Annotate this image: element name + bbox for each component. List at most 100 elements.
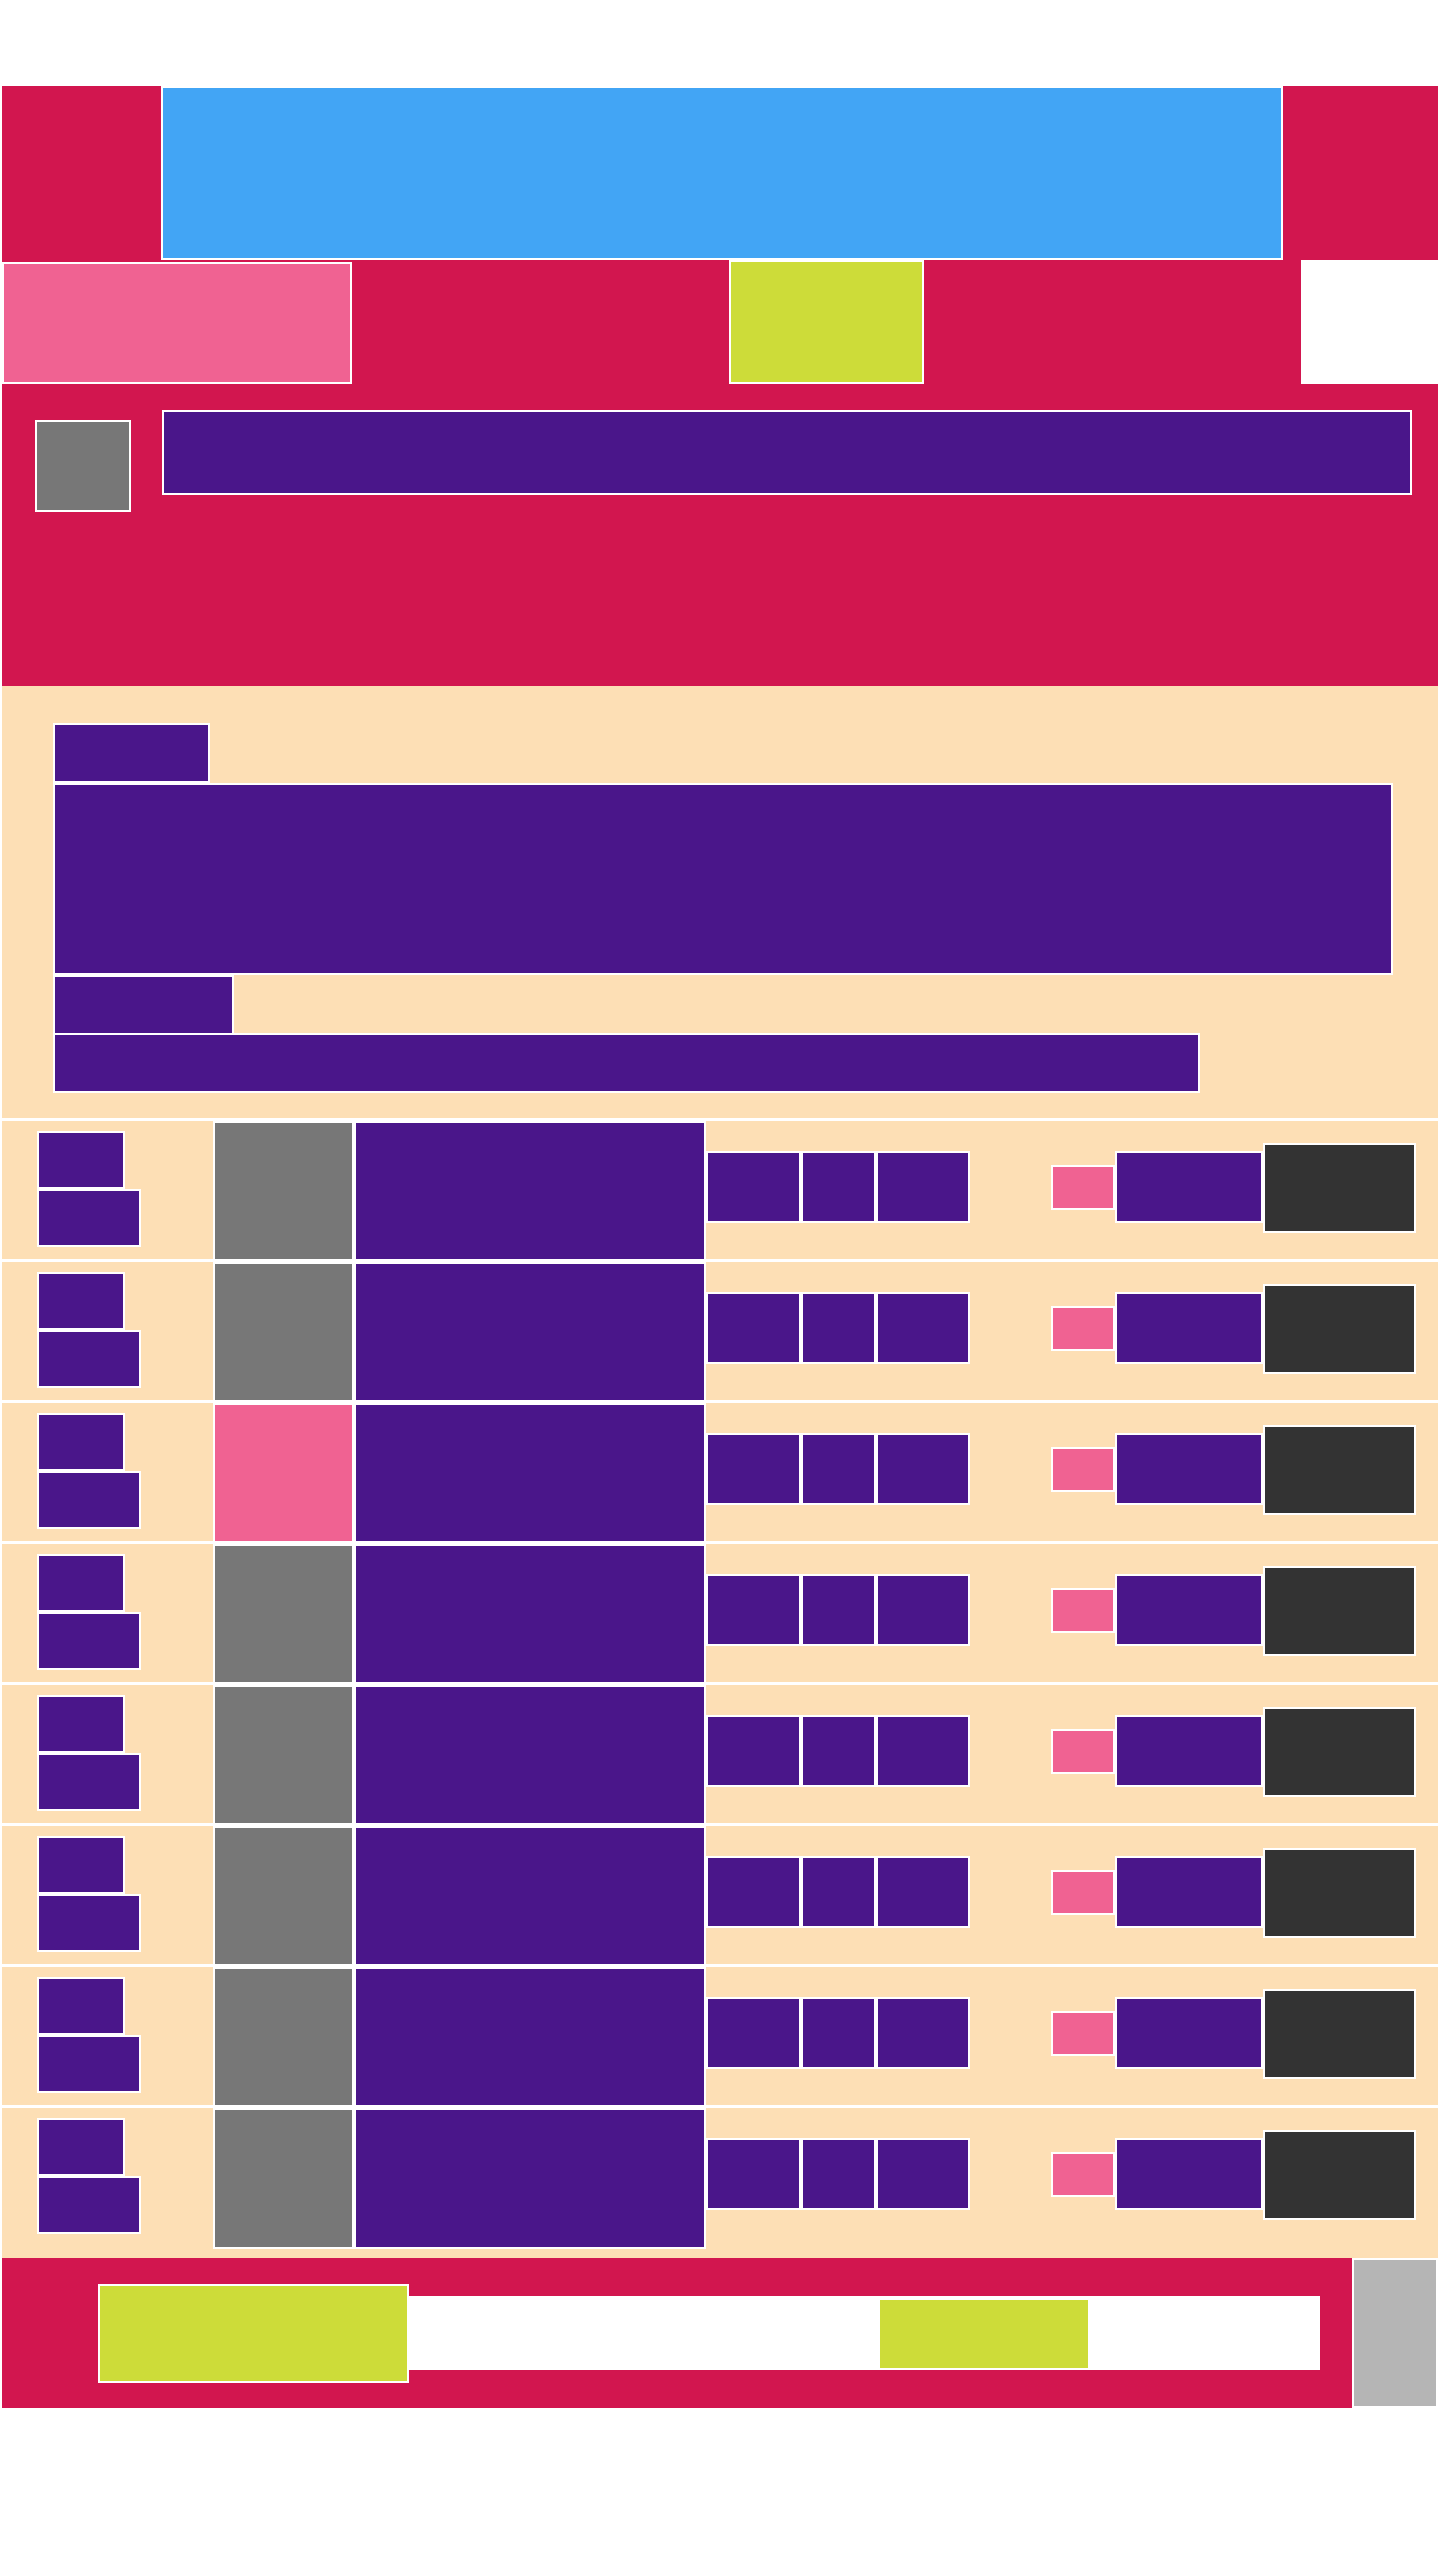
hero-description xyxy=(53,1033,1200,1093)
row-cell-a xyxy=(706,1292,801,1364)
row-cell-b xyxy=(801,1856,876,1928)
row-chip xyxy=(1051,2152,1115,2197)
row-name xyxy=(354,1544,706,1685)
row-cell-b xyxy=(801,1997,876,2069)
row-cell-c xyxy=(876,1574,970,1646)
row-action-button[interactable] xyxy=(1263,1566,1416,1656)
row-thumbnail xyxy=(213,1121,354,1262)
row-action-button[interactable] xyxy=(1263,2130,1416,2220)
row-action-button[interactable] xyxy=(1263,1707,1416,1797)
row-cell-a xyxy=(706,1715,801,1787)
row-thumbnail xyxy=(213,1685,354,1826)
row-cell-c xyxy=(876,1151,970,1223)
hero-headline xyxy=(53,783,1393,975)
row-meta-primary xyxy=(37,1413,125,1471)
row-cell-c xyxy=(876,1997,970,2069)
row-thumbnail xyxy=(213,1544,354,1685)
row-thumbnail xyxy=(213,2108,354,2249)
footer-primary-button[interactable] xyxy=(98,2284,409,2383)
row-meta-primary xyxy=(37,1695,125,1753)
row-cell-a xyxy=(706,1151,801,1223)
tab-2[interactable] xyxy=(729,260,924,384)
row-cell-c xyxy=(876,1433,970,1505)
row-meta-primary xyxy=(37,1131,125,1189)
row-value xyxy=(1115,1151,1263,1223)
row-chip xyxy=(1051,1729,1115,1774)
row-meta-primary xyxy=(37,1836,125,1894)
row-meta-secondary xyxy=(37,2176,141,2234)
row-cell-c xyxy=(876,1715,970,1787)
square-icon[interactable] xyxy=(35,420,131,512)
row-action-button[interactable] xyxy=(1263,1284,1416,1374)
row-cell-b xyxy=(801,1715,876,1787)
hero-subheading xyxy=(53,975,234,1035)
row-cell-b xyxy=(801,1433,876,1505)
row-meta-secondary xyxy=(37,2035,141,2093)
row-thumbnail xyxy=(213,1826,354,1967)
row-name xyxy=(354,1121,706,1262)
row-cell-a xyxy=(706,1574,801,1646)
row-meta-secondary xyxy=(37,1189,141,1247)
row-value xyxy=(1115,1292,1263,1364)
list-item[interactable] xyxy=(2,2105,1438,2249)
row-chip xyxy=(1051,1588,1115,1633)
row-meta-secondary xyxy=(37,1471,141,1529)
row-name xyxy=(354,1826,706,1967)
row-name xyxy=(354,1685,706,1826)
list-item[interactable] xyxy=(2,1259,1438,1403)
row-chip xyxy=(1051,2011,1115,2056)
row-value xyxy=(1115,1574,1263,1646)
row-thumbnail xyxy=(213,1262,354,1403)
row-name xyxy=(354,1403,706,1544)
list-item[interactable] xyxy=(2,1541,1438,1685)
hero-eyebrow xyxy=(53,723,210,783)
list xyxy=(2,1118,1438,2258)
row-chip xyxy=(1051,1165,1115,1210)
row-meta-secondary xyxy=(37,1894,141,1952)
row-value xyxy=(1115,2138,1263,2210)
row-value xyxy=(1115,1433,1263,1505)
row-chip xyxy=(1051,1306,1115,1351)
row-cell-c xyxy=(876,1292,970,1364)
row-cell-b xyxy=(801,1574,876,1646)
row-thumbnail xyxy=(213,1967,354,2108)
row-cell-b xyxy=(801,2138,876,2210)
row-meta-secondary xyxy=(37,1753,141,1811)
row-cell-a xyxy=(706,1997,801,2069)
list-item[interactable] xyxy=(2,1964,1438,2108)
row-chip xyxy=(1051,1447,1115,1492)
row-action-button[interactable] xyxy=(1263,1425,1416,1515)
row-meta-primary xyxy=(37,1272,125,1330)
row-action-button[interactable] xyxy=(1263,1143,1416,1233)
list-item[interactable] xyxy=(2,1682,1438,1826)
row-meta-primary xyxy=(37,2118,125,2176)
row-name xyxy=(354,1967,706,2108)
row-name xyxy=(354,1262,706,1403)
row-meta-secondary xyxy=(37,1330,141,1388)
tab-1[interactable] xyxy=(2,262,352,384)
app-title xyxy=(161,86,1283,260)
row-thumbnail xyxy=(213,1403,354,1544)
row-cell-b xyxy=(801,1151,876,1223)
search-input[interactable] xyxy=(162,410,1412,495)
list-item[interactable] xyxy=(2,1823,1438,1967)
row-value xyxy=(1115,1715,1263,1787)
row-meta-primary xyxy=(37,1977,125,2035)
row-cell-c xyxy=(876,1856,970,1928)
list-item[interactable] xyxy=(2,1118,1438,1262)
row-value xyxy=(1115,1856,1263,1928)
row-cell-b xyxy=(801,1292,876,1364)
row-value xyxy=(1115,1997,1263,2069)
footer-secondary-button[interactable] xyxy=(878,2298,1090,2370)
row-meta-secondary xyxy=(37,1612,141,1670)
row-action-button[interactable] xyxy=(1263,1848,1416,1938)
row-meta-primary xyxy=(37,1554,125,1612)
row-chip xyxy=(1051,1870,1115,1915)
list-item[interactable] xyxy=(2,1400,1438,1544)
row-cell-c xyxy=(876,2138,970,2210)
scroll-handle[interactable] xyxy=(1352,2258,1438,2408)
row-action-button[interactable] xyxy=(1263,1989,1416,2079)
row-cell-a xyxy=(706,1856,801,1928)
row-cell-a xyxy=(706,1433,801,1505)
